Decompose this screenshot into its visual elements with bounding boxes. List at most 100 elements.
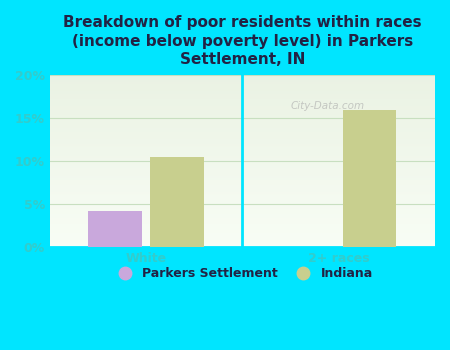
Bar	[50, 144, 435, 146]
Bar	[50, 94, 435, 96]
Bar	[50, 92, 435, 94]
Bar	[50, 103, 435, 104]
Bar	[50, 137, 435, 139]
Bar	[50, 233, 435, 235]
Bar	[50, 235, 435, 236]
Bar	[50, 121, 435, 123]
Bar	[50, 82, 435, 84]
Bar	[50, 110, 435, 111]
Bar	[50, 108, 435, 110]
Bar	[50, 158, 435, 159]
Bar	[50, 80, 435, 82]
Bar	[50, 77, 435, 79]
Bar	[50, 194, 435, 195]
Bar	[50, 185, 435, 187]
Bar	[50, 183, 435, 185]
Bar	[50, 169, 435, 171]
Bar	[50, 156, 435, 158]
Bar	[50, 106, 435, 108]
Bar	[50, 216, 435, 218]
Bar	[50, 187, 435, 188]
Bar	[50, 195, 435, 197]
Legend: Parkers Settlement, Indiana: Parkers Settlement, Indiana	[107, 262, 378, 285]
Bar	[50, 96, 435, 98]
Bar	[50, 197, 435, 199]
Bar	[50, 84, 435, 86]
Bar	[50, 205, 435, 207]
Bar	[50, 192, 435, 194]
Bar	[50, 173, 435, 175]
Bar	[50, 117, 435, 118]
Bar	[50, 201, 435, 202]
Bar	[50, 245, 435, 247]
Bar	[50, 75, 435, 77]
Bar	[50, 240, 435, 242]
Bar	[50, 111, 435, 113]
Bar	[50, 180, 435, 182]
Bar	[50, 123, 435, 125]
Bar	[50, 228, 435, 230]
Bar	[50, 218, 435, 219]
Bar	[50, 134, 435, 135]
Bar	[50, 236, 435, 238]
Title: Breakdown of poor residents within races
(income below poverty level) in Parkers: Breakdown of poor residents within races…	[63, 15, 422, 67]
Bar	[50, 231, 435, 233]
Bar	[50, 113, 435, 115]
Bar	[50, 211, 435, 212]
Bar	[50, 230, 435, 231]
Bar	[50, 135, 435, 137]
Bar	[50, 214, 435, 216]
Bar	[50, 243, 435, 245]
Bar	[50, 166, 435, 168]
Bar	[50, 146, 435, 147]
Bar	[50, 204, 435, 205]
Bar	[150, 157, 204, 247]
Bar	[50, 161, 435, 163]
Text: City-Data.com: City-Data.com	[290, 101, 364, 111]
Bar	[50, 199, 435, 201]
Bar	[50, 87, 435, 89]
Bar	[50, 149, 435, 151]
Bar	[50, 91, 435, 92]
Bar	[50, 139, 435, 140]
Bar	[50, 223, 435, 224]
Bar	[50, 175, 435, 176]
Bar	[50, 86, 435, 87]
Bar	[50, 151, 435, 153]
Bar	[50, 164, 435, 166]
Bar	[50, 120, 435, 121]
Bar	[50, 127, 435, 128]
Bar	[50, 221, 435, 223]
Bar	[50, 171, 435, 173]
Bar	[50, 104, 435, 106]
Bar	[88, 211, 142, 247]
Bar	[50, 98, 435, 99]
Bar	[50, 159, 435, 161]
Bar	[50, 154, 435, 156]
Bar	[50, 176, 435, 178]
Bar	[50, 209, 435, 211]
Bar	[50, 238, 435, 240]
Bar	[50, 207, 435, 209]
Bar	[342, 110, 396, 247]
Bar	[50, 212, 435, 214]
Bar	[50, 89, 435, 91]
Bar	[50, 182, 435, 183]
Bar	[50, 202, 435, 204]
Bar	[50, 190, 435, 192]
Bar	[50, 140, 435, 142]
Bar	[50, 147, 435, 149]
Bar	[50, 224, 435, 226]
Bar	[50, 226, 435, 228]
Bar	[50, 219, 435, 221]
Bar	[50, 79, 435, 80]
Bar	[50, 115, 435, 117]
Bar	[50, 128, 435, 130]
Bar	[50, 132, 435, 134]
Bar	[50, 241, 435, 243]
Bar	[50, 178, 435, 180]
Bar	[50, 125, 435, 127]
Bar	[50, 101, 435, 103]
Bar	[50, 142, 435, 144]
Bar	[50, 118, 435, 120]
